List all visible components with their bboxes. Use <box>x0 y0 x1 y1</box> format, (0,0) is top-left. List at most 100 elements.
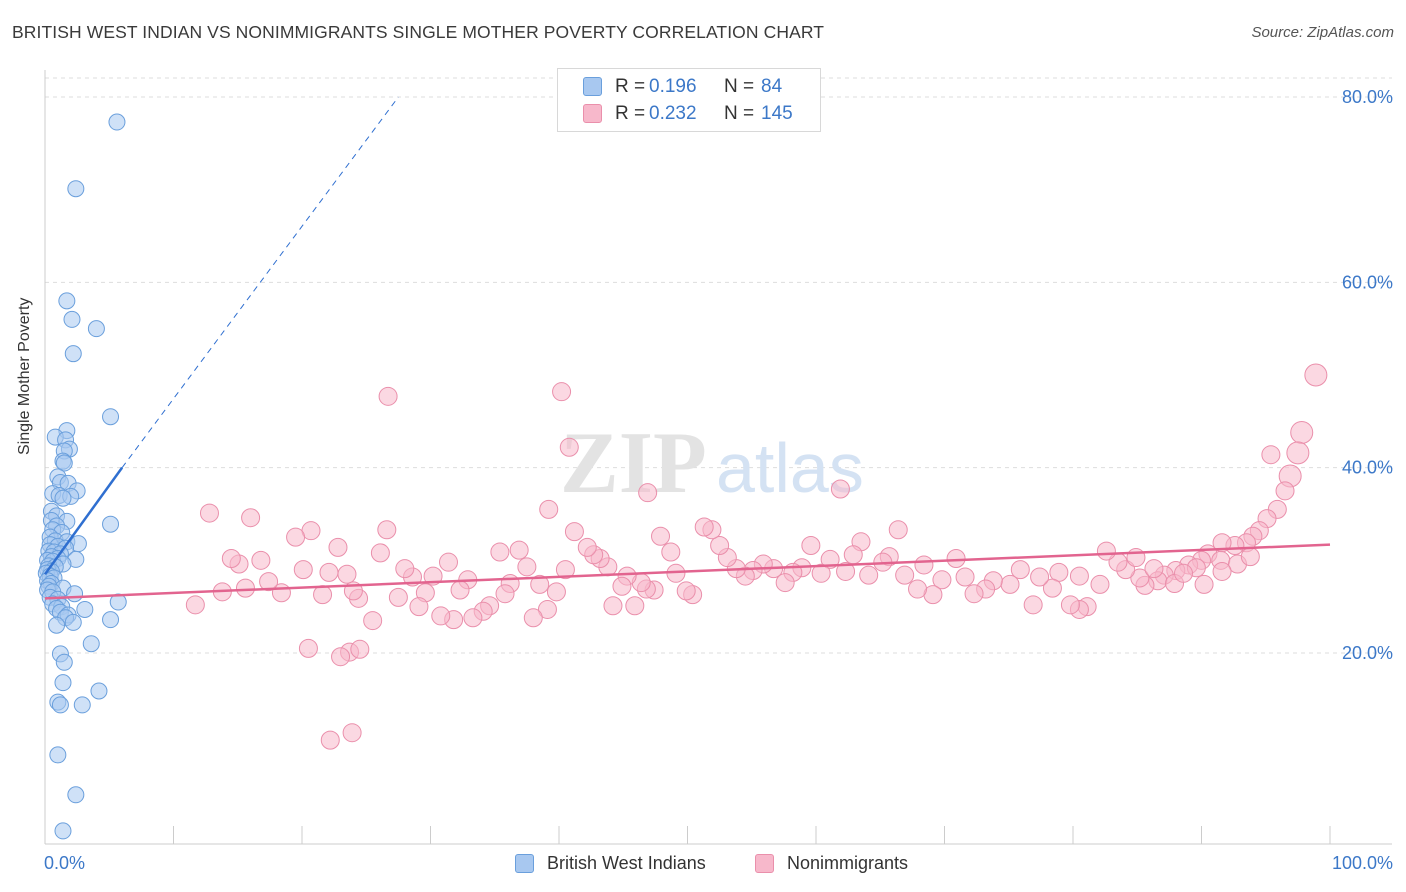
legend-row-nonimmigrants: R = 0.232 N = 145 <box>558 101 820 127</box>
nonimmigrants-points <box>185 363 1328 750</box>
nonimmigrants-point-6 <box>1304 363 1328 387</box>
nonimmigrants-point-132 <box>313 585 333 605</box>
y-tick-label-60: 60.0% <box>1342 272 1393 292</box>
british-west-indians-point-72 <box>48 616 66 634</box>
british-west-indians-point-66 <box>76 600 94 618</box>
nonimmigrants-point-102 <box>537 599 557 619</box>
r-label: R = <box>615 76 646 97</box>
british-west-indians-point-59 <box>66 585 84 603</box>
n-value: 145 <box>761 103 793 124</box>
nonimmigrants-point-109 <box>490 542 510 562</box>
nonimmigrants-point-39 <box>1090 574 1110 594</box>
nonimmigrants-point-49 <box>1000 574 1020 594</box>
nonimmigrants-point-55 <box>932 570 952 590</box>
nonimmigrants-point-54 <box>946 548 966 568</box>
tick-labels: 20.0% 40.0% 60.0% 80.0% 0.0% 100.0% <box>44 87 1393 873</box>
pink-swatch-icon <box>755 854 774 873</box>
nonimmigrants-point-80 <box>710 536 730 556</box>
nonimmigrants-point-35 <box>1212 561 1232 581</box>
nonimmigrants-point-52 <box>964 584 984 604</box>
british-west-indians-point-76 <box>54 674 72 692</box>
nonimmigrants-point-125 <box>370 543 390 563</box>
r-value: 0.196 <box>649 76 697 97</box>
nonimmigrants-point-142 <box>221 548 241 568</box>
nonimmigrants-point-46 <box>1030 567 1050 587</box>
nonimmigrants-point-66 <box>836 561 856 581</box>
nonimmigrants-point-116 <box>438 552 458 572</box>
nonimmigrants-point-130 <box>328 537 348 557</box>
nonimmigrants-point-126 <box>363 611 383 631</box>
british-west-indians-point-81 <box>49 746 67 764</box>
nonimmigrants-point-99 <box>564 522 584 542</box>
nonimmigrants-point-145 <box>185 595 205 615</box>
nonimmigrants-point-106 <box>509 540 529 560</box>
british-west-indians-point-1 <box>67 180 85 198</box>
blue-trend-line <box>43 466 124 575</box>
nonimmigrants-point-3 <box>539 499 559 519</box>
source-label: Source: ZipAtlas.com <box>1251 24 1394 41</box>
nonimmigrants-point-104 <box>523 608 543 628</box>
british-west-indians-point-3 <box>63 310 81 328</box>
nonimmigrants-point-65 <box>843 545 863 565</box>
nonimmigrants-point-53 <box>955 567 975 587</box>
nonimmigrants-point-58 <box>908 579 928 599</box>
nonimmigrants-point-114 <box>450 580 470 600</box>
nonimmigrants-point-101 <box>546 582 566 602</box>
nonimmigrants-point-57 <box>914 555 934 575</box>
nonimmigrants-point-69 <box>811 563 831 583</box>
nonimmigrants-point-82 <box>694 517 714 537</box>
r-label: R = <box>615 103 646 124</box>
british-west-indians-point-4 <box>87 320 105 338</box>
nonimmigrants-point-117 <box>431 606 451 626</box>
british-west-indians-point-71 <box>64 613 82 631</box>
british-west-indians-point-77 <box>90 682 108 700</box>
nonimmigrants-point-29 <box>1144 559 1164 579</box>
british-west-indians-point-21 <box>54 489 72 507</box>
pink-swatch-icon <box>583 104 602 123</box>
legend-item-nonimmigrants[interactable]: Nonimmigrants <box>755 852 955 876</box>
nonimmigrants-point-135 <box>286 527 306 547</box>
legend-item-british-west-indians[interactable]: British West Indians <box>515 852 735 876</box>
watermark-zip: ZIP <box>560 415 707 512</box>
chart-title: BRITISH WEST INDIAN VS NONIMMIGRANTS SIN… <box>12 22 825 42</box>
british-west-indians-point-13 <box>55 454 73 472</box>
british-west-indians-point-83 <box>54 822 72 840</box>
nonimmigrants-point-139 <box>241 508 261 528</box>
nonimmigrants-point-149 <box>331 647 351 667</box>
legend-row-british-west-indians: R = 0.196 N = 84 <box>558 74 820 100</box>
blue-trend-extension <box>121 96 399 468</box>
nonimmigrants-point-2 <box>559 437 579 457</box>
nonimmigrants-point-0 <box>378 386 398 406</box>
nonimmigrants-point-120 <box>409 597 429 617</box>
british-west-indians-point-73 <box>82 635 100 653</box>
nonimmigrants-point-98 <box>577 537 597 557</box>
nonimmigrants-point-129 <box>337 564 357 584</box>
n-value: 84 <box>761 76 783 97</box>
nonimmigrants-point-84 <box>676 581 696 601</box>
y-tick-label-20: 20.0% <box>1342 643 1393 663</box>
british-west-indians-point-27 <box>102 515 120 533</box>
nonimmigrants-point-68 <box>820 549 840 569</box>
nonimmigrants-point-134 <box>293 560 313 580</box>
nonimmigrants-point-7 <box>1290 420 1314 444</box>
nonimmigrants-point-100 <box>555 560 575 580</box>
blue-swatch-icon <box>515 854 534 873</box>
x-tick-label-min: 0.0% <box>44 853 85 873</box>
nonimmigrants-point-94 <box>603 596 623 616</box>
british-west-indians-point-6 <box>102 408 120 426</box>
nonimmigrants-point-151 <box>342 723 362 743</box>
nonimmigrants-point-103 <box>530 574 550 594</box>
nonimmigrants-point-63 <box>859 565 879 585</box>
nonimmigrants-point-42 <box>1060 595 1080 615</box>
pink-trend-line <box>44 543 1331 600</box>
nonimmigrants-point-5 <box>1261 445 1281 465</box>
british-west-indians-point-82 <box>67 786 85 804</box>
nonimmigrants-point-137 <box>259 572 279 592</box>
y-tick-label-80: 80.0% <box>1342 87 1393 107</box>
nonimmigrants-point-48 <box>1010 560 1030 580</box>
nonimmigrants-point-38 <box>1096 541 1116 561</box>
nonimmigrants-point-105 <box>517 557 537 577</box>
british-west-indians-point-70 <box>102 611 120 629</box>
nonimmigrants-point-10 <box>1275 481 1295 501</box>
